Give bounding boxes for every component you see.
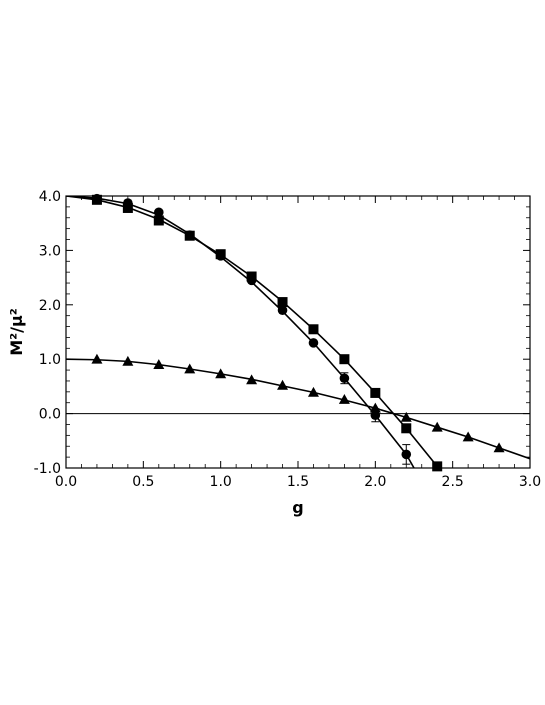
square-marker-6 [277, 297, 288, 308]
triangle-marker-6 [277, 379, 289, 390]
data-markers-layer [91, 193, 505, 472]
x-tick-label-4: 2.0 [364, 474, 386, 490]
triangle-marker-0 [91, 353, 103, 364]
circle-marker-9 [370, 410, 381, 421]
circle-marker-8 [339, 373, 350, 384]
series-circle-curve [66, 196, 415, 468]
circle-marker-2 [154, 207, 164, 218]
square-marker-9 [370, 387, 381, 398]
x-tick-label-5: 2.5 [442, 474, 464, 490]
y-tick-label-5: 4.0 [39, 189, 61, 205]
fit-curves-layer [66, 196, 530, 468]
triangle-marker-2 [153, 359, 165, 370]
y-tick-label-0: -1.0 [34, 461, 61, 477]
x-axis-title: g [292, 498, 303, 517]
triangle-marker-7 [307, 386, 319, 397]
triangle-marker-8 [338, 393, 350, 404]
square-marker-3 [184, 230, 195, 241]
tick-labels-layer: 0.0 0.5 1.0 1.5 2.0 2.5 3.0-1.00.01.02.03.04.0 [34, 189, 541, 490]
triangle-marker-12 [462, 431, 474, 442]
square-marker-5 [246, 271, 257, 282]
series-triangle-curve [66, 358, 530, 460]
plot-frame [65, 195, 531, 469]
square-marker-2 [153, 215, 164, 226]
y-tick-label-1: 0.0 [39, 407, 61, 423]
y-tick-label-4: 3.0 [39, 243, 61, 259]
x-tick-label-3: 1.5 [287, 474, 309, 490]
axes-layer [65, 195, 531, 469]
square-marker-4 [215, 249, 226, 260]
triangle-marker-1 [122, 355, 134, 366]
x-tick-label-0: 0.0 [55, 474, 77, 490]
triangle-marker-13 [493, 442, 505, 453]
square-marker-1 [122, 202, 133, 213]
triangle-marker-3 [184, 363, 196, 374]
x-tick-label-2: 1.0 [210, 474, 232, 490]
triangle-marker-10 [400, 411, 412, 422]
circle-marker-6 [277, 305, 288, 316]
triangle-marker-9 [369, 402, 381, 413]
triangle-marker-5 [246, 374, 258, 385]
y-axis-title: M²/μ² [7, 308, 26, 356]
x-tick-label-1: 0.5 [132, 474, 154, 490]
y-tick-label-3: 2.0 [39, 298, 61, 314]
circle-marker-7 [308, 338, 319, 348]
square-marker-7 [308, 324, 319, 335]
series-square-curve [66, 196, 440, 468]
square-marker-8 [339, 354, 350, 365]
x-tick-label-6: 3.0 [519, 474, 541, 490]
circle-marker-10 [401, 449, 412, 460]
square-marker-10 [401, 423, 412, 434]
triangle-marker-4 [215, 368, 227, 379]
y-tick-label-2: 1.0 [39, 352, 61, 368]
triangle-marker-11 [431, 421, 443, 432]
